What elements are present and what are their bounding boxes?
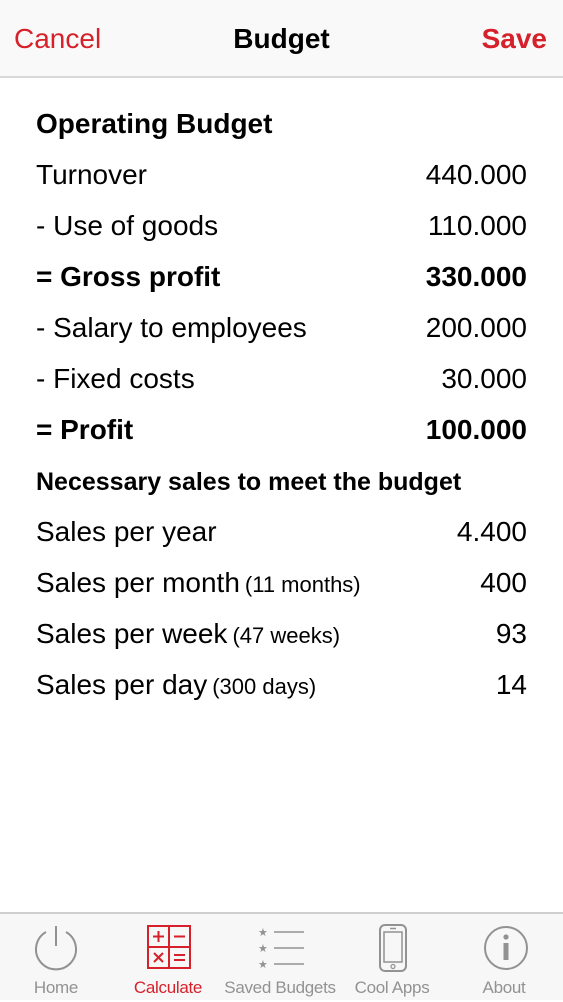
row-fixed-costs: - Fixed costs 30.000 [36,359,527,399]
cancel-button[interactable]: Cancel [14,23,102,54]
row-value: 30.000 [441,363,527,394]
sales-note: (47 weeks) [232,623,341,648]
row-label: = Profit [36,414,134,445]
calculator-icon [147,925,191,969]
row-use-of-goods: - Use of goods 110.000 [36,206,527,246]
page-title: Budget [233,23,330,54]
necessary-sales-heading: Necessary sales to meet the budget [36,468,462,496]
phone-icon [379,924,407,972]
row-label: - Use of goods [36,210,219,241]
sales-note: (11 months) [244,572,361,597]
row-sales-per-day: Sales per day (300 days) 14 [36,665,527,705]
tab-cool-apps[interactable]: Cool Apps [336,914,448,1002]
tab-label: Calculate [133,978,203,997]
svg-text:★: ★ [258,958,268,971]
tab-calculate[interactable]: Calculate [112,914,224,1002]
sales-label: Sales per month [36,567,240,598]
sales-label: Sales per week [36,618,228,649]
row-label: Sales per month (11 months) [36,567,361,599]
tab-bar: Home Calculate ★ ★ ★ Saved Budgets [0,912,563,1000]
row-label: - Salary to employees [36,312,307,343]
row-label: = Gross profit [36,261,221,292]
row-gross-profit: = Gross profit 330.000 [36,257,527,297]
row-profit: = Profit 100.000 [36,410,527,450]
svg-text:★: ★ [258,942,268,955]
navigation-bar: Cancel Budget Save [0,0,563,78]
row-value: 110.000 [427,210,527,241]
tab-saved-budgets[interactable]: ★ ★ ★ Saved Budgets [224,914,336,1002]
row-value: 440.000 [425,159,527,190]
save-button[interactable]: Save [481,23,547,54]
sales-label: Sales per year [36,516,217,547]
sales-note: (300 days) [212,674,317,699]
row-value: 200.000 [425,312,527,343]
svg-text:★: ★ [258,926,268,939]
tab-label: Cool Apps [354,978,430,997]
power-icon [35,926,77,971]
tab-home[interactable]: Home [0,914,112,1002]
tab-label: Saved Budgets [224,978,336,997]
tab-label: Home [33,978,79,997]
row-label: Sales per year [36,516,222,548]
tab-about[interactable]: About [448,914,560,1002]
row-label: - Fixed costs [36,363,195,394]
row-value: 14 [495,669,527,700]
row-turnover: Turnover 440.000 [36,155,527,195]
row-salary: - Salary to employees 200.000 [36,308,527,348]
row-sales-per-week: Sales per week (47 weeks) 93 [36,614,527,654]
tab-label: About [482,978,526,997]
operating-budget-heading: Operating Budget [36,108,273,139]
row-sales-per-month: Sales per month (11 months) 400 [36,563,527,603]
info-icon [484,926,528,970]
row-value: 4.400 [456,516,527,547]
row-sales-per-year: Sales per year 4.400 [36,512,527,552]
row-label: Sales per day (300 days) [36,669,316,701]
row-value: 93 [495,618,527,649]
row-label: Sales per week (47 weeks) [36,618,340,650]
row-label: Turnover [36,159,148,190]
sales-label: Sales per day [36,669,208,700]
row-value: 400 [480,567,527,598]
list-icon: ★ ★ ★ [258,926,304,971]
row-value: 330.000 [425,261,527,292]
row-value: 100.000 [425,414,527,445]
